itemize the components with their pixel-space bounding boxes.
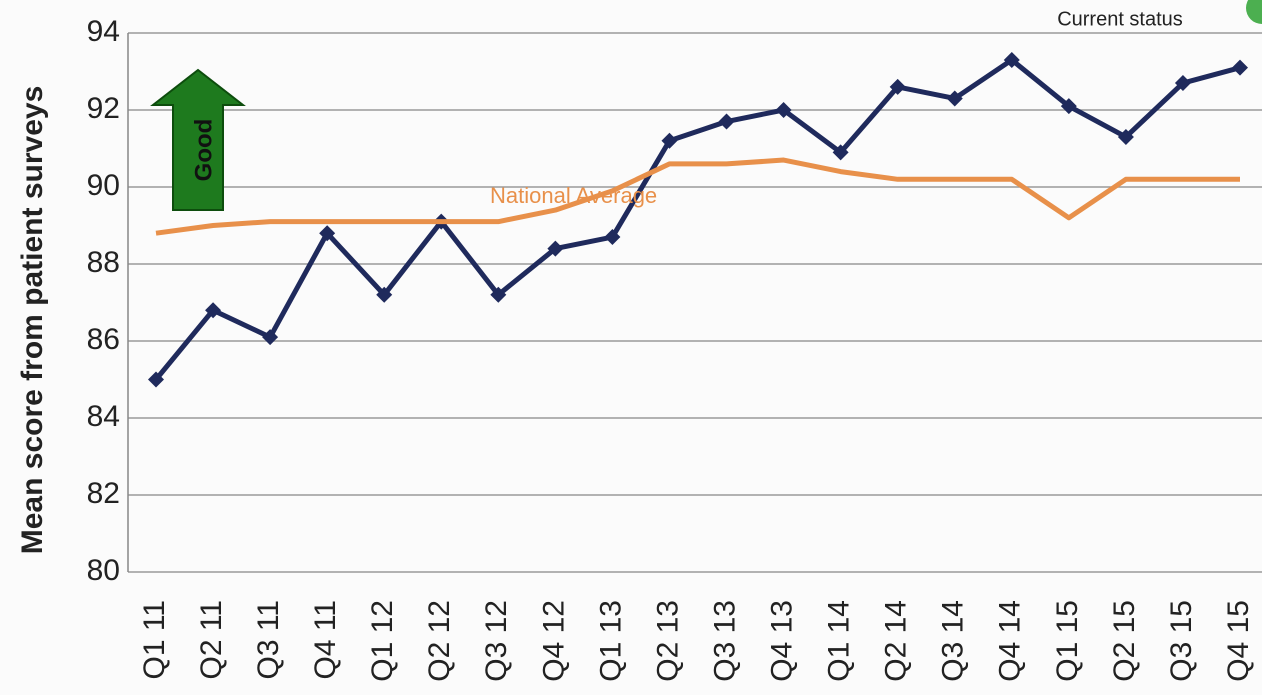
chart: Mean score from patient surveys Current … [0, 0, 1262, 695]
y-tick-label: 88 [87, 246, 120, 279]
x-tick-label: Q1 13 [594, 600, 627, 682]
x-tick-label: Q4 15 [1222, 600, 1255, 682]
x-tick-label: Q2 15 [1108, 600, 1141, 682]
x-tick-label: Q3 13 [708, 600, 741, 682]
x-tick-label: Q4 11 [309, 600, 342, 680]
x-tick-label: Q1 14 [823, 600, 856, 682]
annotation: Current status [1057, 8, 1183, 30]
annotation: Good [190, 119, 217, 182]
x-tick-label: Q4 12 [537, 600, 570, 682]
x-tick-label: Q2 14 [880, 600, 913, 682]
x-tick-label: Q1 15 [1051, 600, 1084, 682]
x-tick-label: Q3 11 [252, 600, 285, 680]
y-tick-label: 86 [87, 323, 120, 356]
x-tick-label: Q2 12 [423, 600, 456, 682]
x-tick-label: Q2 13 [651, 600, 684, 682]
series-label: National Average [490, 183, 657, 208]
x-tick-label: Q1 12 [366, 600, 399, 682]
x-tick-label: Q4 14 [994, 600, 1027, 682]
y-axis-label: Mean score from patient surveys [16, 86, 49, 555]
y-tick-label: 82 [87, 477, 120, 510]
y-tick-label: 80 [87, 554, 120, 587]
x-tick-label: Q3 14 [937, 600, 970, 682]
y-tick-label: 92 [87, 92, 120, 125]
y-tick-label: 84 [87, 400, 120, 433]
x-tick-label: Q1 11 [138, 600, 171, 680]
y-tick-label: 94 [87, 15, 120, 48]
x-tick-label: Q2 11 [195, 600, 228, 680]
y-tick-label: 90 [87, 169, 120, 202]
x-tick-label: Q4 13 [766, 600, 799, 682]
x-tick-label: Q3 15 [1165, 600, 1198, 682]
x-tick-label: Q3 12 [480, 600, 513, 682]
